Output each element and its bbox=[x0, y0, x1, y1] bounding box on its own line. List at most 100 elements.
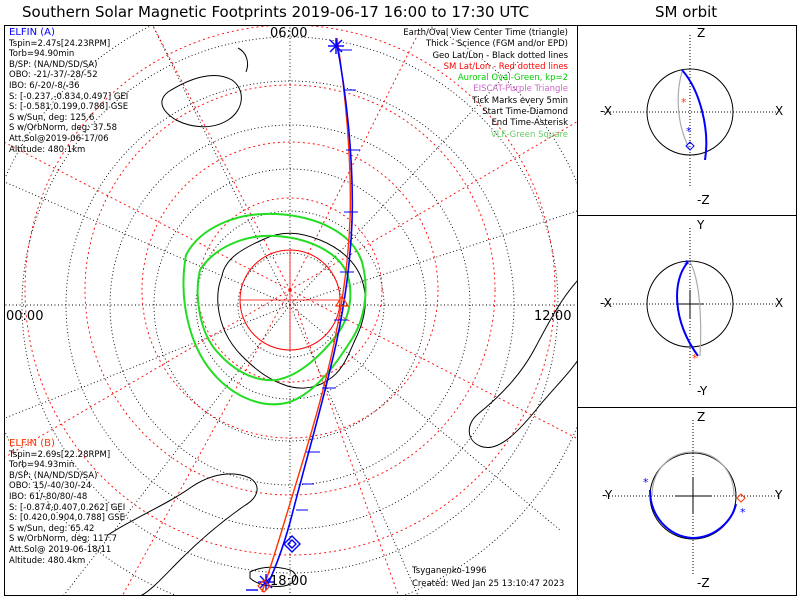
sm-ring bbox=[141, 141, 439, 439]
start-diamond-inner bbox=[287, 539, 297, 549]
orbit3-left-label: -Y bbox=[602, 488, 613, 502]
info-line: Altitude: 480.1km bbox=[9, 144, 86, 155]
asterisk-b: * bbox=[692, 352, 698, 365]
new-zealand bbox=[237, 47, 249, 73]
legend-entry: VLF-Green Square bbox=[490, 129, 568, 140]
geo-spoke bbox=[5, 304, 291, 419]
sm-spoke bbox=[289, 29, 421, 291]
geo-spoke bbox=[5, 181, 291, 306]
diamond bbox=[685, 141, 695, 151]
orbit-plot-xz: * * bbox=[604, 35, 776, 188]
auroral-oval-outer bbox=[182, 212, 367, 406]
info-line: OBO: -21/-37/-28/-52 bbox=[9, 70, 98, 81]
end-diamond bbox=[257, 579, 271, 593]
australia bbox=[161, 75, 242, 128]
end-asterisk bbox=[328, 38, 344, 54]
africa bbox=[107, 473, 258, 595]
info-line: Torb=94.90min bbox=[9, 49, 75, 60]
legend-entry: Start Time-Diamond bbox=[482, 107, 568, 118]
elfin-b-info: ELFIN (B) Tspin=2.69s[22.28RPM] Torb=94.9… bbox=[9, 438, 126, 566]
legend-entry: Thick - Science (FGM and/or EPD) bbox=[425, 39, 568, 50]
elfin-a-markers bbox=[246, 38, 344, 591]
model-label: Tsyganenko-1996 bbox=[412, 566, 487, 576]
geo-spoke bbox=[289, 59, 521, 306]
elfin-b-path bbox=[261, 37, 352, 593]
elfin-a-info: ELFIN (A) Tspin=2.47s[24.23RPM] Torb=94.9… bbox=[9, 27, 128, 156]
asterisk-b: * bbox=[740, 506, 746, 519]
sm-grid bbox=[5, 26, 577, 595]
orbit-plot-yz: * * bbox=[606, 420, 780, 576]
legend-entry: SM Lat/Lon - Red dotted lines bbox=[443, 61, 568, 72]
geo-ring bbox=[21, 36, 559, 574]
geo-ring bbox=[195, 210, 385, 400]
info-line: Att.Sol@ 2019-06-18/11 bbox=[9, 544, 112, 555]
elfin-b-markers bbox=[257, 294, 350, 593]
legend-entry: Geo Lat/Lon - Black dotted lines bbox=[432, 50, 568, 61]
orbit3-bottom-label: -Z bbox=[697, 576, 710, 590]
sm-spoke bbox=[122, 289, 291, 595]
orbit1-right-label: X bbox=[775, 104, 784, 118]
geo-spoke bbox=[289, 304, 561, 531]
legend: Earth/Oval View Center Time (triangle) Th… bbox=[403, 28, 568, 141]
info-line: IBO: 6/-20/-8/-36 bbox=[9, 80, 80, 91]
info-line: S w/OrbNorm, deg: 37.58 bbox=[9, 123, 118, 134]
sm-ring bbox=[84, 84, 496, 496]
sm-ring bbox=[24, 26, 556, 556]
asterisk-a: * bbox=[686, 125, 692, 138]
elfin-a-ticks bbox=[296, 49, 360, 511]
legend-entry: Auroral Oval-Green, kp=2 bbox=[457, 73, 568, 84]
info-line: Torb=94.93min bbox=[9, 460, 75, 471]
info-line: B/SP: (NA/ND/SD/SA) bbox=[9, 470, 98, 481]
asterisk-a: * bbox=[684, 258, 690, 271]
info-line: S: [-0.237,-0.834,0.497] GEI bbox=[9, 91, 129, 102]
elfin-a-name: ELFIN (A) bbox=[9, 27, 55, 38]
info-line: S w/Sun, deg: 125.6 bbox=[9, 112, 95, 123]
info-line: Tspin=2.69s[22.28RPM] bbox=[9, 449, 111, 460]
antarctica bbox=[217, 232, 366, 389]
orbit-a bbox=[676, 261, 699, 357]
continents bbox=[107, 47, 577, 595]
info-line: S: [-0.581,0.199,0.788] GSE bbox=[9, 102, 129, 113]
info-line: S w/OrbNorm, deg: 117.7 bbox=[9, 534, 118, 545]
diamond bbox=[736, 493, 746, 503]
info-line: Altitude: 480.4km bbox=[9, 555, 86, 566]
geo-spoke bbox=[63, 304, 291, 595]
orbit-b bbox=[651, 451, 735, 497]
legend-entry: Tick Marks every 5min bbox=[472, 95, 568, 106]
asterisk-b: * bbox=[681, 96, 687, 109]
start-diamond bbox=[283, 535, 301, 553]
geo-spoke bbox=[152, 26, 291, 306]
legend-entry: Earth/Oval View Center Time (triangle) bbox=[403, 28, 568, 38]
orbit-plot-xy: * * bbox=[604, 228, 776, 386]
asterisk-a: * bbox=[643, 476, 649, 489]
orbit-panel-yz bbox=[577, 407, 797, 596]
info-line: Tspin=2.47s[24.23RPM] bbox=[9, 38, 111, 49]
created-label: Created: Wed Jan 25 13:10:47 2023 bbox=[412, 579, 565, 589]
elfin-a-path bbox=[267, 39, 354, 585]
legend-entry: EISCAT-Purple Triangle bbox=[473, 84, 568, 95]
view-triangle bbox=[334, 294, 350, 307]
info-line: B/SP: (NA/ND/SD/SA) bbox=[9, 59, 98, 70]
elfin-a-track bbox=[267, 39, 354, 585]
orbit1-bottom-label: -Z bbox=[697, 193, 710, 207]
info-line: IBO: 61/-80/80/-48 bbox=[9, 491, 88, 502]
orbit2-bottom-label: -Y bbox=[697, 384, 708, 398]
info-line: Att.Sol@2019-06-17/06 bbox=[9, 133, 109, 144]
geo-ring bbox=[153, 168, 427, 442]
geo-spoke bbox=[289, 304, 419, 595]
sm-spoke bbox=[5, 289, 291, 458]
orbit3-right-label: Y bbox=[775, 488, 783, 502]
elfin-b-track bbox=[261, 37, 352, 593]
info-line: S: [-0.874,0.407,0.262] GEI bbox=[9, 502, 126, 513]
orbit3-top-label: Z bbox=[697, 410, 706, 424]
orbit-a bbox=[649, 489, 737, 540]
elfin-a-lines: Tspin=2.47s[24.23RPM] Torb=94.90min B/SP: … bbox=[9, 39, 128, 156]
orbit2-right-label: X bbox=[775, 296, 784, 310]
orbit-title: SM orbit bbox=[655, 3, 718, 21]
geo-ring bbox=[109, 124, 471, 486]
sm-spoke bbox=[152, 26, 291, 291]
time-label-bottom: 18:00 bbox=[270, 574, 308, 589]
time-label-top: 06:00 bbox=[270, 26, 308, 41]
